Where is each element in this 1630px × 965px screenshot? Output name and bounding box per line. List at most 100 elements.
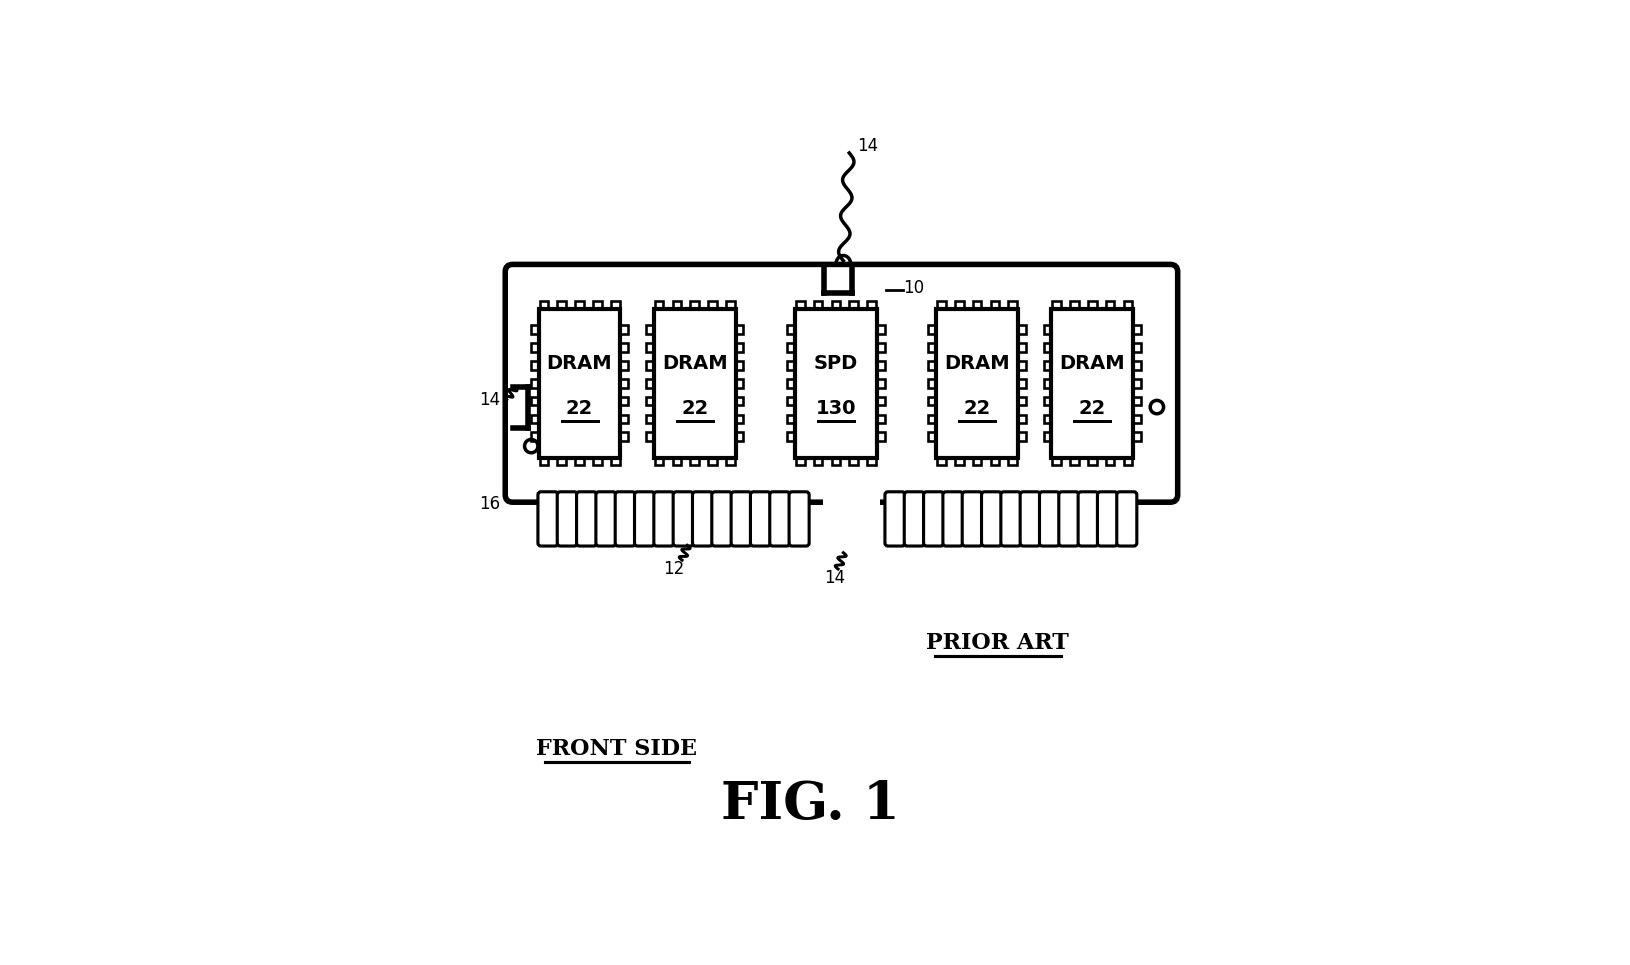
- Polygon shape: [645, 379, 654, 388]
- Polygon shape: [531, 325, 538, 334]
- Polygon shape: [531, 415, 538, 424]
- Polygon shape: [654, 301, 663, 309]
- Polygon shape: [672, 301, 681, 309]
- Polygon shape: [1069, 301, 1077, 309]
- Text: FRONT SIDE: FRONT SIDE: [536, 738, 696, 759]
- Polygon shape: [787, 325, 794, 334]
- Polygon shape: [831, 301, 839, 309]
- Polygon shape: [619, 432, 628, 441]
- Polygon shape: [531, 361, 538, 370]
- FancyBboxPatch shape: [1097, 492, 1117, 546]
- Polygon shape: [1017, 397, 1025, 405]
- Polygon shape: [813, 457, 822, 465]
- FancyBboxPatch shape: [1077, 492, 1097, 546]
- FancyBboxPatch shape: [1019, 492, 1040, 546]
- Polygon shape: [1007, 301, 1017, 309]
- Polygon shape: [619, 344, 628, 352]
- Polygon shape: [1133, 432, 1139, 441]
- Polygon shape: [877, 397, 883, 405]
- Polygon shape: [823, 492, 880, 547]
- Polygon shape: [735, 325, 743, 334]
- FancyBboxPatch shape: [693, 492, 712, 546]
- Polygon shape: [823, 273, 852, 292]
- Polygon shape: [927, 344, 936, 352]
- Polygon shape: [575, 457, 584, 465]
- FancyBboxPatch shape: [673, 492, 693, 546]
- Polygon shape: [1133, 344, 1139, 352]
- Polygon shape: [1017, 325, 1025, 334]
- Polygon shape: [831, 457, 839, 465]
- Polygon shape: [1051, 309, 1133, 457]
- Polygon shape: [867, 301, 875, 309]
- Polygon shape: [735, 415, 743, 424]
- Polygon shape: [1133, 361, 1139, 370]
- FancyBboxPatch shape: [1058, 492, 1077, 546]
- Polygon shape: [927, 361, 936, 370]
- Polygon shape: [1007, 457, 1017, 465]
- Polygon shape: [735, 397, 743, 405]
- FancyBboxPatch shape: [923, 492, 944, 546]
- Polygon shape: [787, 379, 794, 388]
- Polygon shape: [927, 379, 936, 388]
- Polygon shape: [645, 432, 654, 441]
- Polygon shape: [593, 457, 601, 465]
- Text: FIG. 1: FIG. 1: [720, 779, 898, 830]
- Text: DRAM: DRAM: [1060, 354, 1125, 373]
- FancyBboxPatch shape: [615, 492, 634, 546]
- Polygon shape: [725, 457, 734, 465]
- Polygon shape: [531, 379, 538, 388]
- Text: DRAM: DRAM: [944, 354, 1009, 373]
- Polygon shape: [645, 397, 654, 405]
- Polygon shape: [531, 397, 538, 405]
- Polygon shape: [1043, 361, 1051, 370]
- Polygon shape: [936, 309, 1017, 457]
- Polygon shape: [849, 301, 857, 309]
- Polygon shape: [971, 301, 981, 309]
- Polygon shape: [1017, 361, 1025, 370]
- Polygon shape: [795, 301, 804, 309]
- Polygon shape: [645, 344, 654, 352]
- Polygon shape: [619, 361, 628, 370]
- Polygon shape: [1017, 415, 1025, 424]
- FancyBboxPatch shape: [903, 492, 924, 546]
- Text: DRAM: DRAM: [546, 354, 611, 373]
- Polygon shape: [1133, 379, 1139, 388]
- Polygon shape: [1087, 301, 1095, 309]
- Polygon shape: [787, 432, 794, 441]
- Polygon shape: [1105, 301, 1113, 309]
- FancyBboxPatch shape: [577, 492, 597, 546]
- Polygon shape: [1043, 397, 1051, 405]
- Polygon shape: [557, 457, 566, 465]
- Polygon shape: [611, 301, 619, 309]
- Polygon shape: [1069, 457, 1077, 465]
- Polygon shape: [735, 344, 743, 352]
- Polygon shape: [787, 397, 794, 405]
- Polygon shape: [1043, 379, 1051, 388]
- Polygon shape: [954, 301, 963, 309]
- Text: 16: 16: [479, 495, 500, 512]
- Polygon shape: [937, 457, 945, 465]
- Polygon shape: [1017, 379, 1025, 388]
- Text: SPD: SPD: [813, 354, 857, 373]
- Polygon shape: [707, 301, 717, 309]
- Polygon shape: [989, 301, 999, 309]
- Text: 14: 14: [823, 569, 844, 587]
- Polygon shape: [989, 457, 999, 465]
- Polygon shape: [1043, 325, 1051, 334]
- Polygon shape: [619, 415, 628, 424]
- Text: 22: 22: [681, 400, 707, 418]
- Polygon shape: [735, 361, 743, 370]
- Polygon shape: [531, 344, 538, 352]
- Polygon shape: [849, 457, 857, 465]
- FancyBboxPatch shape: [789, 492, 808, 546]
- Polygon shape: [672, 457, 681, 465]
- Text: 22: 22: [1077, 400, 1105, 418]
- Polygon shape: [611, 457, 619, 465]
- Text: PRIOR ART: PRIOR ART: [926, 632, 1069, 654]
- Text: 10: 10: [903, 279, 923, 297]
- Polygon shape: [689, 301, 699, 309]
- Polygon shape: [645, 415, 654, 424]
- Polygon shape: [1043, 432, 1051, 441]
- Polygon shape: [877, 344, 883, 352]
- Polygon shape: [1043, 415, 1051, 424]
